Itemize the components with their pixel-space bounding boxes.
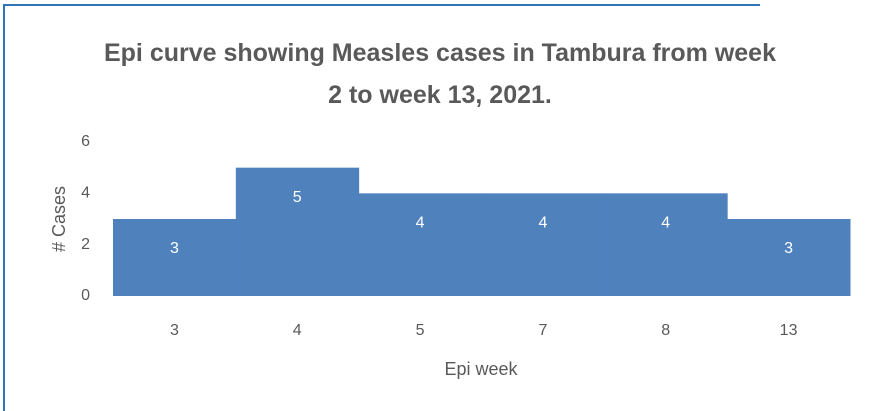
- x-axis-label: Epi week: [444, 359, 518, 379]
- bar: [235, 167, 360, 296]
- y-axis-label: # Cases: [49, 186, 69, 252]
- x-tick-label: 4: [293, 322, 302, 339]
- bar: [727, 219, 851, 296]
- data-label: 4: [416, 215, 425, 232]
- x-tick-label: 13: [780, 322, 798, 339]
- y-tick-label: 0: [81, 287, 90, 304]
- y-tick-label: 2: [81, 236, 90, 253]
- x-tick-label: 3: [170, 322, 179, 339]
- data-label: 4: [538, 215, 547, 232]
- x-tick-label: 7: [538, 322, 547, 339]
- bar: [113, 219, 237, 296]
- bar: [604, 193, 728, 296]
- data-label: 3: [784, 240, 793, 257]
- data-label: 4: [661, 215, 670, 232]
- y-tick-label: 4: [81, 185, 90, 202]
- data-label: 5: [293, 189, 302, 206]
- chart-title: Epi curve showing Measles cases in Tambu…: [103, 39, 776, 109]
- y-tick-label: 6: [81, 133, 90, 150]
- x-tick-label: 8: [661, 322, 670, 339]
- data-label: 3: [170, 240, 179, 257]
- bar: [481, 193, 605, 296]
- frame: [3, 4, 5, 411]
- x-tick-label: 5: [416, 322, 425, 339]
- frame: [3, 4, 760, 6]
- bar: [358, 193, 482, 296]
